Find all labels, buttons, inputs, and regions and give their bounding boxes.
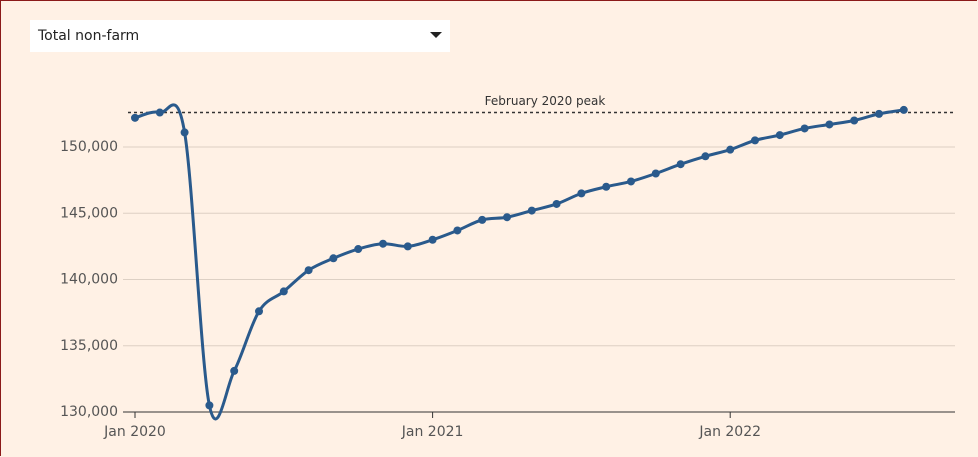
y-tick-label: 140,000 [60, 272, 118, 288]
data-point [726, 145, 735, 154]
data-point [503, 213, 511, 222]
data-point [428, 235, 437, 244]
data-point [800, 124, 809, 133]
data-point [230, 366, 239, 375]
data-point [478, 215, 487, 224]
data-point [651, 169, 660, 178]
y-tick-label: 150,000 [60, 139, 118, 155]
data-point [899, 105, 908, 114]
data-point [850, 116, 859, 125]
data-point [304, 266, 313, 275]
data-point [577, 189, 586, 198]
data-point [131, 113, 139, 122]
y-tick-label: 145,000 [60, 205, 118, 221]
data-point [279, 287, 288, 296]
data-point [255, 307, 263, 316]
data-point [875, 109, 883, 118]
x-tick-label: Jan 2020 [103, 424, 166, 440]
peak-label: February 2020 peak [485, 94, 606, 108]
dropdown-label: Total non-farm [38, 28, 140, 44]
data-point [379, 239, 387, 248]
data-point [825, 120, 834, 129]
data-point [329, 254, 338, 263]
data-point [354, 245, 363, 254]
data-point [775, 131, 784, 140]
data-point [527, 206, 536, 215]
data-point [403, 242, 412, 251]
data-point [701, 152, 710, 161]
data-point [205, 401, 214, 410]
y-tick-label: 135,000 [60, 338, 118, 354]
data-point [552, 199, 561, 208]
data-point [627, 177, 635, 186]
x-tick-label: Jan 2021 [401, 424, 464, 440]
y-tick-label: 130,000 [60, 404, 118, 420]
x-tick-label: Jan 2022 [698, 424, 761, 440]
data-point [453, 226, 462, 235]
data-point [180, 128, 189, 137]
data-point [602, 182, 611, 191]
data-point [751, 136, 759, 145]
series-dropdown[interactable]: Total non-farm [30, 20, 450, 52]
data-point [676, 160, 685, 169]
data-point [155, 108, 164, 117]
dropdown-caret [430, 32, 442, 38]
series-line [134, 103, 905, 421]
